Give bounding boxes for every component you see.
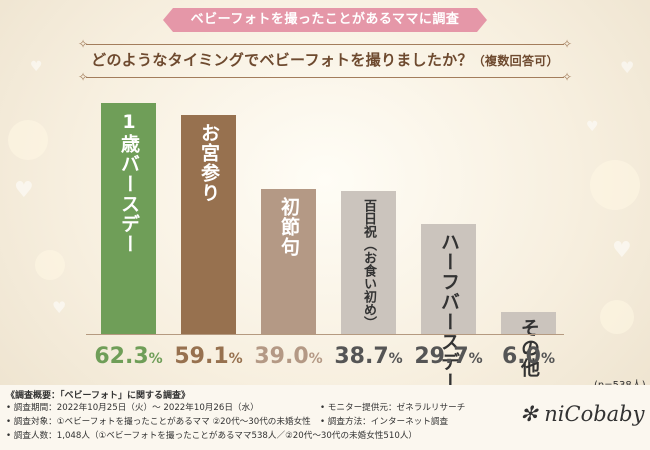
nicobaby-logo: ✻ niCobaby ✻: [520, 402, 650, 426]
bokeh-light: [590, 160, 640, 210]
heart-icon: ♥: [612, 238, 632, 263]
question-text: どのようなタイミングでベビーフォトを撮りましたか？: [91, 51, 473, 69]
bar-label: お宮参り: [198, 122, 220, 203]
bar-label: 初節句: [278, 197, 300, 258]
value-label: 6.0%: [484, 346, 574, 368]
bar-label: ハーフバースデー: [438, 231, 460, 392]
bar-3: [261, 189, 316, 334]
survey-target: • 調査対象：①ベビーフォトを撮ったことがあるママ ②20代～30代の未婚女性: [6, 417, 311, 427]
bokeh-light: [600, 300, 634, 334]
chart-baseline: [86, 334, 564, 335]
heart-icon: ♥: [586, 119, 599, 135]
heart-icon: ♥: [14, 178, 34, 203]
divider-bottom: [86, 77, 564, 78]
value-label: 39.0%: [244, 346, 334, 368]
value-percent: %: [308, 351, 323, 367]
bar-6: [501, 311, 556, 334]
value-percent: %: [388, 351, 403, 367]
value-number: 6.0: [501, 344, 541, 369]
survey-provider: • モニター提供元：ゼネラルリサーチ: [320, 403, 466, 413]
heart-icon: ♥: [52, 298, 67, 317]
value-number: 38.7: [334, 344, 389, 369]
question-heading: どのようなタイミングでベビーフォトを撮りましたか？（複数回答可）: [0, 49, 650, 70]
divider-top: [86, 44, 564, 45]
ornament-icon: ✧: [78, 37, 89, 51]
value-label: 29.7%: [404, 346, 494, 368]
value-percent: %: [228, 351, 243, 367]
heart-icon: ♥: [620, 58, 635, 77]
bar-label: 1歳バースデー: [118, 111, 140, 254]
bokeh-light: [8, 120, 48, 160]
value-percent: %: [148, 351, 163, 367]
survey-overview-heading: 《調査概要：「ベビーフォト」に関する調査》: [6, 391, 190, 401]
bar-5: [421, 223, 476, 334]
value-number: 39.0: [254, 344, 309, 369]
bar-label: その他: [518, 317, 540, 378]
title-banner: ベビーフォトを撮ったことがあるママに調査: [163, 8, 487, 32]
survey-method: • 調査方法：インターネット調査: [320, 417, 449, 427]
value-label: 62.3%: [84, 346, 174, 368]
bar-2: [181, 114, 236, 334]
value-label: 59.1%: [164, 346, 254, 368]
value-label: 38.7%: [324, 346, 414, 368]
bar-1: [101, 103, 156, 334]
value-percent: %: [468, 351, 483, 367]
ornament-icon: ✧: [562, 70, 573, 84]
survey-count: • 調査人数：1,048人（①ベビーフォトを撮ったことがあるママ538人／②20…: [6, 431, 418, 441]
value-number: 29.7: [414, 344, 469, 369]
value-percent: %: [540, 351, 555, 367]
survey-period: • 調査期間：2022年10月25日（火）～ 2022年10月26日（水）: [6, 403, 259, 413]
bokeh-light: [35, 250, 65, 280]
ornament-icon: ✧: [562, 37, 573, 51]
bar-4: [341, 190, 396, 334]
ornament-icon: ✧: [78, 70, 89, 84]
survey-footer: [0, 385, 650, 450]
heart-icon: ♥: [30, 59, 43, 75]
value-number: 59.1: [174, 344, 229, 369]
value-number: 62.3: [94, 344, 149, 369]
bar-label: 百日祝（お食い初め）: [361, 198, 376, 329]
question-note: （複数回答可）: [472, 54, 559, 68]
